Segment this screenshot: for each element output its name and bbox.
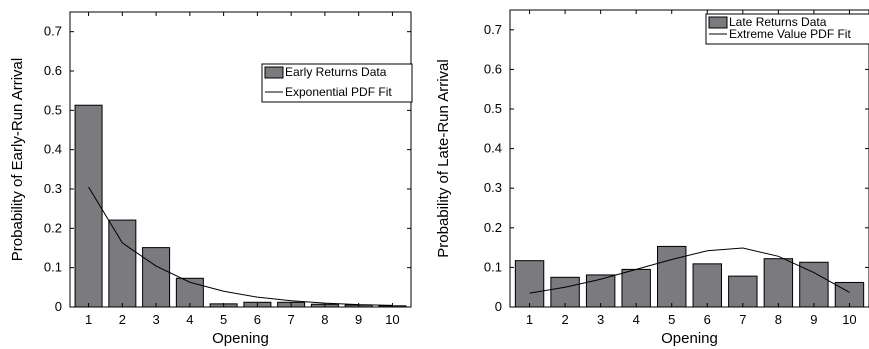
bar-1 bbox=[514, 260, 545, 308]
chart-panel-1: 0 0.1 0.2 0.3 0.4 0.5 0.6 0.7 1 2 3 4 5 6 7 8 9 10 Opening… bbox=[9, 11, 413, 347]
x-tick-label: 10 bbox=[385, 312, 399, 327]
legend-entry-fit: Exponential PDF Fit bbox=[285, 85, 392, 99]
legend-entry-data: Late Returns Data bbox=[729, 15, 827, 29]
legend-bar-swatch bbox=[264, 66, 284, 79]
x-tick-label: 5 bbox=[220, 312, 227, 327]
legend: Early Returns Data Exponential PDF Fit bbox=[261, 63, 413, 103]
chart-panel-2: 0 0.1 0.2 0.3 0.4 0.5 0.6 0.7 1 2 3 4 5 6 7 8 9 10 Opening… bbox=[435, 9, 869, 347]
bar-1 bbox=[74, 104, 103, 308]
x-tick-label: 7 bbox=[739, 312, 746, 327]
legend-box bbox=[705, 13, 869, 45]
x-tick-label: 9 bbox=[355, 312, 362, 327]
fit-line bbox=[529, 247, 850, 294]
x-tick-label: 1 bbox=[526, 312, 533, 327]
x-tick-label: 2 bbox=[561, 312, 568, 327]
bar-2 bbox=[108, 219, 137, 308]
y-tick-label: 0.5 bbox=[484, 101, 502, 116]
x-tick-label: 8 bbox=[775, 312, 782, 327]
x-tick-label: 8 bbox=[321, 312, 328, 327]
bar-8 bbox=[763, 258, 794, 308]
y-tick-label: 0.7 bbox=[44, 24, 62, 39]
bar-9 bbox=[799, 261, 829, 308]
y-tick-label: 0.4 bbox=[484, 141, 502, 156]
x-tick-label: 4 bbox=[633, 312, 640, 327]
y-tick-label: 0.1 bbox=[44, 260, 62, 275]
x-tick-label: 3 bbox=[152, 312, 159, 327]
y-axis-label: Probability of Late-Run Arrival bbox=[435, 59, 452, 257]
legend-entry-fit: Extreme Value PDF Fit bbox=[729, 27, 851, 41]
bar-7 bbox=[728, 275, 758, 308]
y-tick-label: 0.4 bbox=[44, 142, 62, 157]
legend-box bbox=[261, 63, 413, 103]
x-tick-label: 7 bbox=[288, 312, 295, 327]
y-tick-label: 0.7 bbox=[484, 22, 502, 37]
y-tick-label: 0 bbox=[495, 299, 502, 314]
x-tick-label: 4 bbox=[186, 312, 193, 327]
y-tick-label: 0 bbox=[55, 299, 62, 314]
y-tick-label: 0.6 bbox=[484, 61, 502, 76]
y-tick-label: 0.2 bbox=[44, 220, 62, 235]
x-tick-label: 3 bbox=[597, 312, 604, 327]
bar-3 bbox=[142, 247, 171, 308]
bar-5 bbox=[657, 245, 687, 308]
bar-2 bbox=[550, 276, 580, 308]
plot-frame bbox=[69, 11, 412, 308]
x-axis-label: Opening bbox=[212, 330, 269, 347]
legend-entry-data: Early Returns Data bbox=[285, 65, 387, 79]
x-tick-label: 6 bbox=[704, 312, 711, 327]
bar-6 bbox=[692, 263, 722, 308]
y-tick-label: 0.1 bbox=[484, 259, 502, 274]
y-tick-label: 0.5 bbox=[44, 102, 62, 117]
x-tick-label: 10 bbox=[842, 312, 856, 327]
x-axis-label: Opening bbox=[661, 330, 718, 347]
x-tick-label: 9 bbox=[810, 312, 817, 327]
plot-frame bbox=[509, 9, 869, 308]
x-tick-label: 1 bbox=[85, 312, 92, 327]
x-tick-label: 2 bbox=[119, 312, 126, 327]
x-tick-label: 6 bbox=[254, 312, 261, 327]
y-axis-label: Probability of Early-Run Arrival bbox=[9, 58, 26, 261]
y-tick-label: 0.3 bbox=[484, 180, 502, 195]
fit-line bbox=[88, 186, 393, 306]
y-tick-label: 0.2 bbox=[484, 220, 502, 235]
y-tick-label: 0.6 bbox=[44, 63, 62, 78]
y-tick-label: 0.3 bbox=[44, 181, 62, 196]
x-tick-label: 5 bbox=[668, 312, 675, 327]
bar-4 bbox=[621, 268, 651, 308]
legend-bar-swatch bbox=[708, 16, 728, 29]
